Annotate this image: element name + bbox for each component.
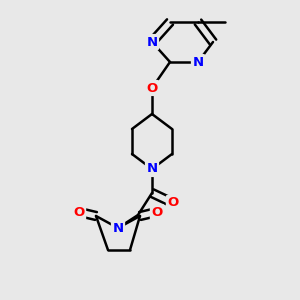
Text: N: N [112,221,124,235]
Text: O: O [74,206,85,218]
Text: O: O [146,82,158,94]
Text: N: N [146,35,158,49]
Text: O: O [167,196,178,209]
Text: N: N [192,56,204,68]
Text: O: O [152,206,163,218]
Text: N: N [146,163,158,176]
